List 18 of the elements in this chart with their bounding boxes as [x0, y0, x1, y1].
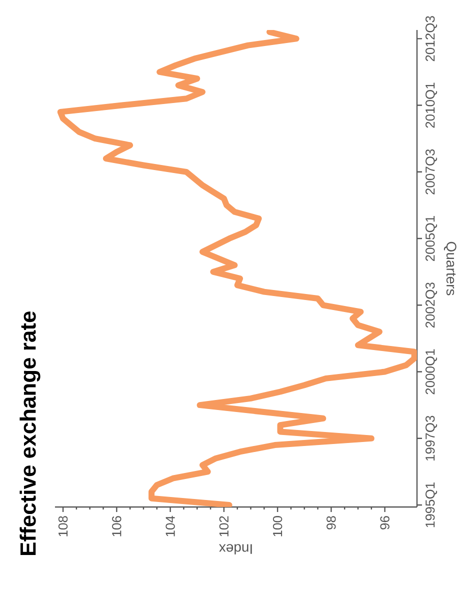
y-tick-label: 2010Q1	[426, 82, 438, 128]
y-tick-label: 1995Q1	[426, 482, 438, 528]
x-tick-label: 98	[326, 516, 336, 530]
y-tick-label: 2012Q3	[426, 16, 438, 62]
y-tick-label: 2002Q3	[426, 282, 438, 328]
x-tick-label: 96	[380, 516, 390, 530]
y-tick-label: 2007Q3	[426, 149, 438, 194]
x-tick-label: 106	[112, 516, 122, 536]
text: Effective exchange rate	[20, 311, 40, 555]
y-axis-title: Quarters	[444, 242, 456, 296]
x-tick-label: 104	[166, 516, 175, 536]
y-tick-label: 2005Q1	[426, 216, 438, 261]
x-tick-label: 100	[272, 516, 282, 536]
y-tick-label: 2000Q1	[426, 349, 438, 394]
y-tick-label: 1997Q3	[426, 416, 438, 461]
x-tick-label: 102	[219, 516, 229, 536]
x-axis-title: Index	[219, 544, 252, 554]
x-tick-label: 108	[58, 516, 68, 536]
